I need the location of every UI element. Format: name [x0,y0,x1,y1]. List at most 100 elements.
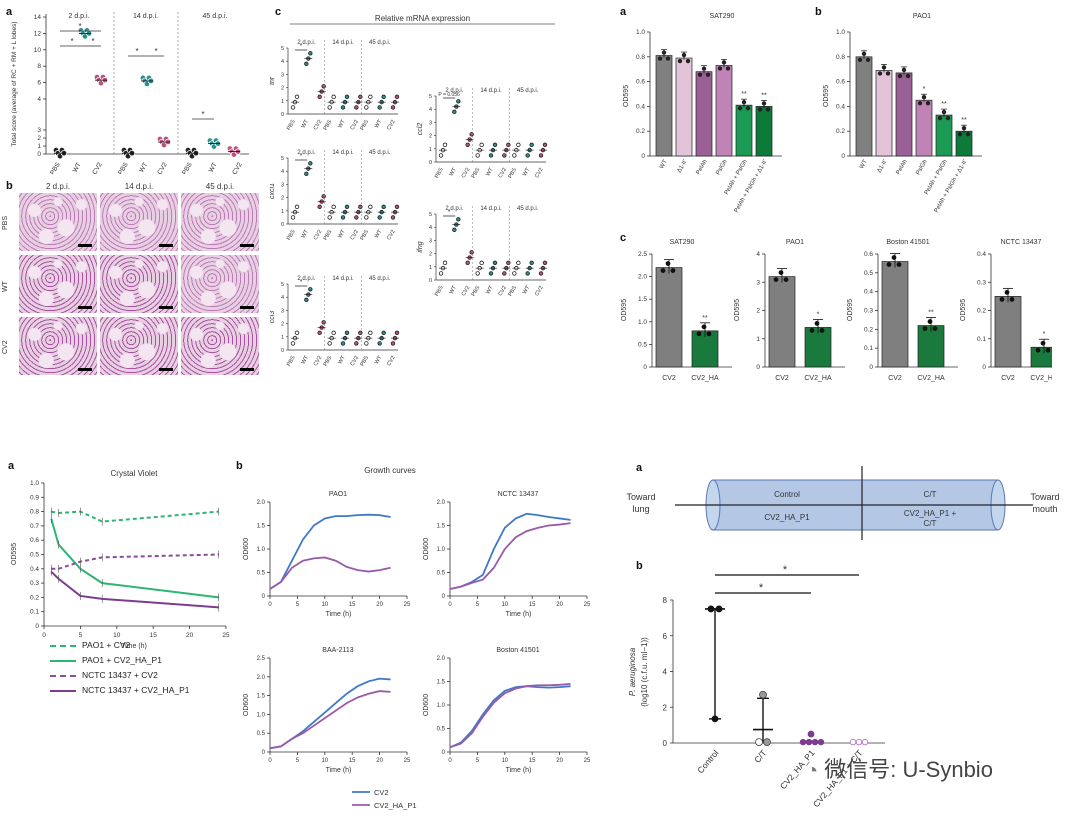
y-tick-label: 0 [641,153,645,160]
y-tick-label: 0 [841,153,845,160]
legend-swatch [50,689,76,692]
y-tick-label: 0 [663,739,668,748]
bar [875,70,893,157]
crystal-violet-chart: Crystal Violet 0 0.1 0.2 0.3 0.4 0.5 0.6 0.7 0.8 0… [11,469,230,650]
data-point [327,341,332,346]
tube-cell-label: C/T [924,490,937,499]
y-tick-label: 0 [262,750,266,756]
y-tick-label: 3 [429,120,432,126]
series-line [269,556,391,590]
legend-swatch [50,644,76,647]
x-tick-label: 0 [268,602,272,608]
x-tick-label: 10 [501,758,508,764]
data-point [442,142,448,148]
data-point [805,738,813,746]
mouth-label: mouth [1032,504,1057,514]
x-tick-label: 15 [150,632,158,639]
legend-entry: PAO1 + CV2 [50,640,130,650]
x-tick-label: 5 [296,602,300,608]
histology-image [180,316,260,376]
x-tick-label: 20 [376,758,383,764]
x-tick-label: PBS [507,167,518,180]
bar [915,99,933,157]
data-point [475,153,480,158]
data-point [921,94,927,100]
gene-label: tnf [270,76,276,85]
data-point [294,204,300,210]
group-title: 45 d.p.i. [369,40,391,46]
group-title: 2 d.p.i. [297,150,315,156]
data-point [881,65,887,70]
panel-letter: c [620,232,627,244]
scale-bar [159,244,173,247]
significance-star: ** [928,310,934,317]
data-point [377,215,382,220]
x-tick-label: PBS [49,161,62,174]
y-axis-label: OD595 [960,299,967,321]
significance-star: * [759,582,764,594]
y-tick-label: 1.5 [257,694,266,700]
x-tick-label: Δ1-II' [677,159,689,174]
bar [804,327,832,368]
x-tick-label: 10 [321,758,328,764]
x-tick-label: CV2 [888,375,902,382]
bar [735,104,753,157]
data-point [660,268,666,273]
group-title: 14 d.p.i. [480,88,502,94]
y-tick-label: 2 [281,86,284,92]
y-tick-label: 0.1 [977,336,986,343]
data-point [354,215,359,220]
histology-image [99,254,179,314]
data-point [745,105,751,111]
y-tick-label: 1 [281,335,284,341]
x-tick-label: CV2 [313,119,324,131]
data-point [331,330,336,336]
significance-star: * [201,110,204,119]
y-tick-label: 0 [429,160,432,166]
data-point [891,255,897,260]
significance-star: * [817,311,820,318]
y-tick-label: 0.2 [636,128,645,135]
x-tick-label: PBS [359,355,370,368]
panel-letter: b [236,460,243,472]
significance-star: ** [741,91,747,98]
x-tick-label: 25 [584,758,591,764]
x-tick-label: CV2 [350,229,361,241]
histology-col-title: 2 d.p.i. [45,182,70,191]
bar [935,114,953,157]
y-tick-label: 3 [281,72,284,78]
x-tick-label: PBS [359,229,370,242]
y-tick-label: 14 [34,14,42,21]
group-title: 14 d.p.i. [332,150,354,156]
y-tick-label: 0.3 [977,279,986,286]
y-tick-label: 4 [37,96,41,103]
x-tick-label: CV2 [350,119,361,131]
x-tick-label: WT [337,118,347,129]
y-tick-label: 5 [429,94,432,100]
data-point [394,330,400,336]
data-point [364,341,369,346]
y-tick-label: 3 [281,182,284,188]
y-tick-label: 1.5 [437,524,446,530]
legend-label: PAO1 + CV2 [82,640,131,650]
x-axis-label: Time (h) [506,767,532,774]
data-point [358,94,363,100]
y-tick-label: 3 [429,238,432,244]
x-tick-label: WT [301,118,311,129]
data-point [364,105,369,110]
significance-star: ** [761,92,767,99]
data-point [452,227,457,233]
x-tick-label: 5 [476,602,480,608]
data-point [516,260,521,266]
y-tick-label: 0.6 [864,251,873,258]
y-tick-label: 1.0 [636,29,645,36]
data-point [317,94,322,100]
y-tick-label: 0.6 [836,79,845,86]
x-tick-label: CV2 [534,285,545,297]
data-point [957,131,963,137]
y-tick-label: 0.6 [30,537,39,544]
y-tick-label: 8 [37,63,41,70]
y-tick-label: 0.5 [437,727,446,733]
